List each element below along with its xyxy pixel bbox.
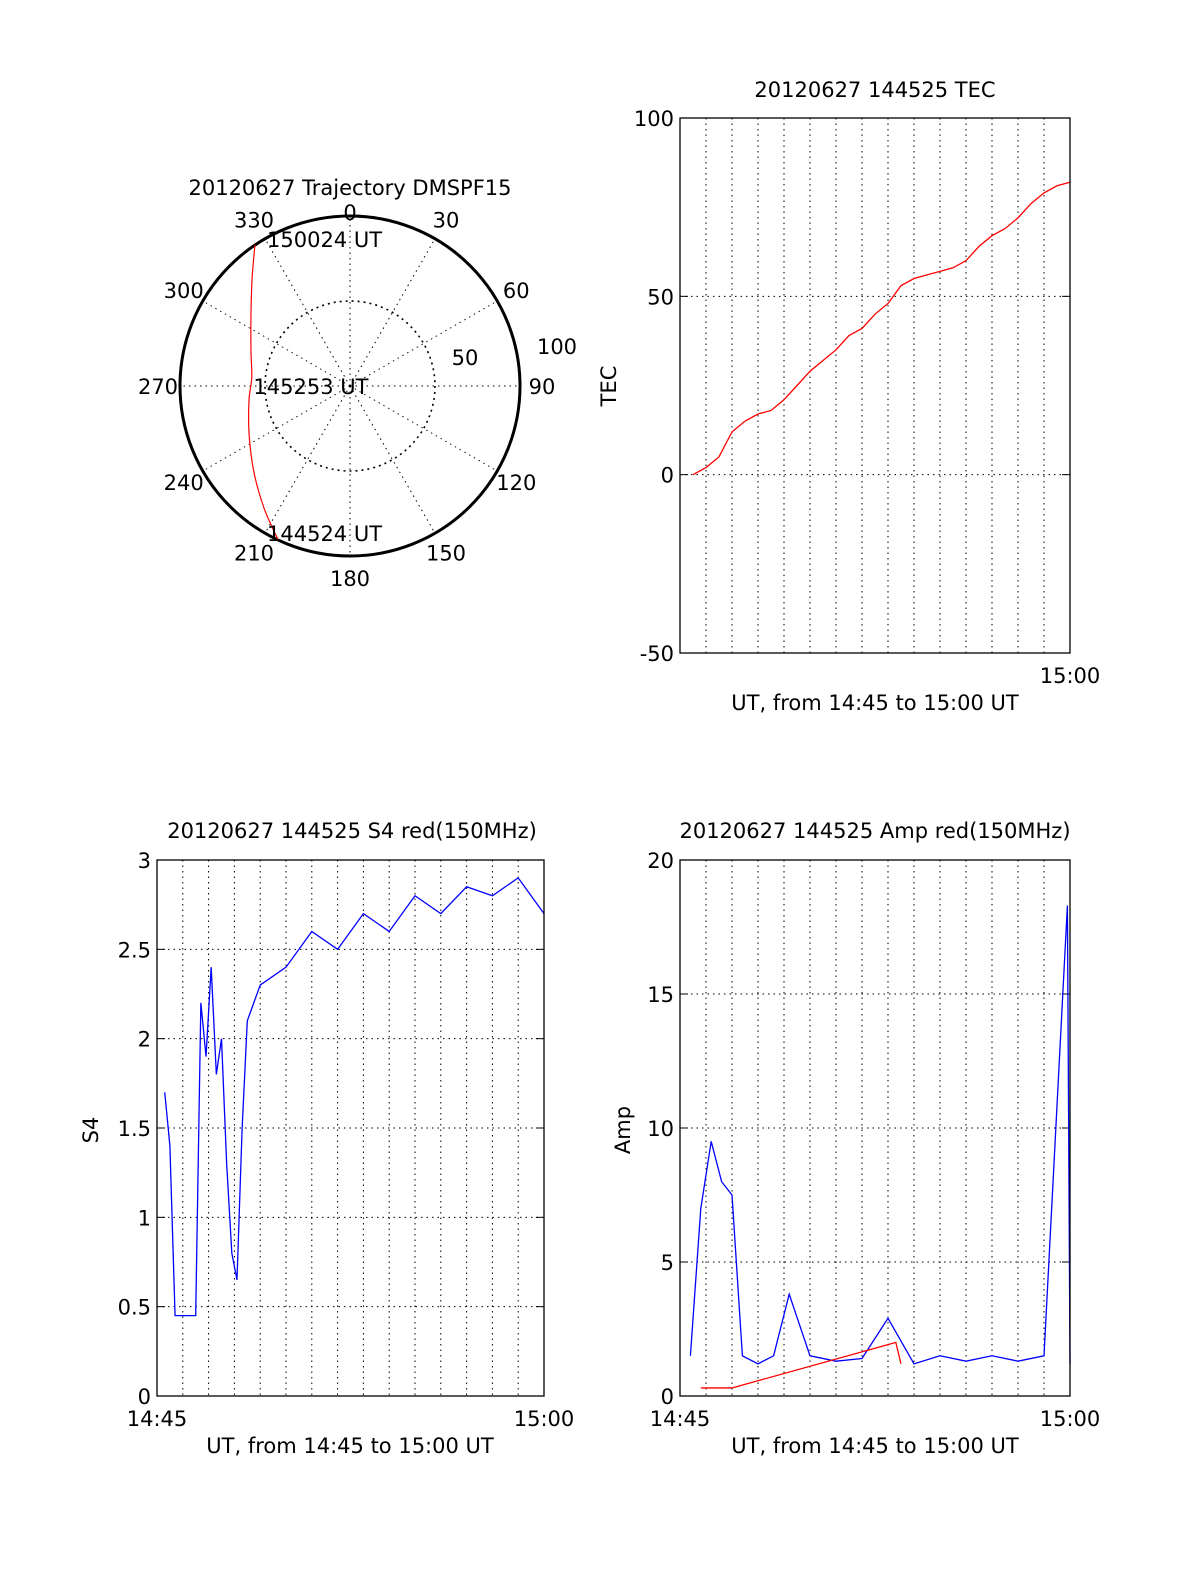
amp-ylabel: Amp <box>611 1106 635 1154</box>
series-line-blue <box>164 876 545 1317</box>
polar-angle-tick-label: 60 <box>503 279 530 303</box>
y-tick-label: 50 <box>647 285 674 309</box>
tec-tick-labels: -50 0 50 100 15:00 <box>634 107 1100 688</box>
y-tick-label: 2.5 <box>118 938 151 962</box>
polar-spoke <box>349 238 436 387</box>
polar-angle-tick-label: 240 <box>164 471 204 495</box>
trajectory-annotation: 145253 UT <box>253 375 368 399</box>
s4-plot-frame <box>156 859 545 1397</box>
polar-spoke <box>202 385 351 472</box>
polar-outer-circle <box>178 214 522 558</box>
s4-grid <box>157 859 544 1397</box>
y-tick-label: 0 <box>661 464 674 488</box>
polar-angle-tick-label: 210 <box>234 541 274 565</box>
x-tick-label: 14:45 <box>127 1407 188 1431</box>
polar-angle-tick-label: 330 <box>234 209 274 233</box>
amp-xlabel: UT, from 14:45 to 15:00 UT <box>731 1434 1019 1458</box>
trajectory-annotation: 150024 UT <box>267 228 382 252</box>
polar-spoke <box>349 385 498 472</box>
x-tick-label: 15:00 <box>1040 1407 1101 1431</box>
polar-angle-tick-label: 300 <box>164 279 204 303</box>
polar-angle-tick-label: 150 <box>426 541 466 565</box>
tec-grid <box>680 117 1070 654</box>
tec-series <box>692 181 1071 476</box>
series-line-red <box>700 1341 902 1389</box>
y-tick-label: 20 <box>647 849 674 873</box>
s4-series <box>164 876 545 1317</box>
x-tick-label: 15:00 <box>1040 664 1101 688</box>
polar-angle-tick-label: 120 <box>496 471 536 495</box>
amp-grid <box>680 859 1070 1397</box>
y-tick-label: 0.5 <box>118 1296 151 1320</box>
polar-spoke <box>349 385 436 534</box>
y-tick-label: 0 <box>138 1385 151 1409</box>
y-tick-label: -50 <box>640 642 674 666</box>
polar-grid <box>178 214 522 558</box>
trajectory-panel: 20120627 Trajectory DMSPF15 0 30 60 90 120 15… <box>138 176 577 591</box>
tec-panel: 20120627 144525 TEC TEC UT, from 14:45 t… <box>597 78 1100 715</box>
amp-title: 20120627 144525 Amp red(150MHz) <box>679 819 1070 843</box>
polar-spoke <box>202 300 351 387</box>
polar-angle-tick-label: 270 <box>138 375 178 399</box>
x-tick-label: 15:00 <box>514 1407 575 1431</box>
y-tick-label: 1 <box>138 1206 151 1230</box>
series-line-red <box>692 181 1071 476</box>
trajectory-line-group <box>247 245 279 541</box>
polar-angle-tick-label: 0 <box>343 201 356 225</box>
trajectory-annotation: 144524 UT <box>267 522 382 546</box>
y-tick-label: 100 <box>634 107 674 131</box>
polar-angle-tick-label: 30 <box>433 209 460 233</box>
polar-angle-tick-label: 90 <box>529 375 556 399</box>
trajectory-title: 20120627 Trajectory DMSPF15 <box>188 176 511 200</box>
amp-tick-labels: 0 5 10 15 20 14:45 15:00 <box>647 849 1100 1431</box>
amp-plot-frame <box>679 859 1071 1397</box>
tec-xlabel: UT, from 14:45 to 15:00 UT <box>731 691 1019 715</box>
y-tick-label: 2 <box>138 1028 151 1052</box>
trajectory-line <box>247 245 279 541</box>
s4-ylabel: S4 <box>79 1117 103 1144</box>
tec-ylabel: TEC <box>597 366 621 408</box>
y-tick-label: 15 <box>647 983 674 1007</box>
y-tick-label: 5 <box>661 1251 674 1275</box>
polar-radial-labels: 50 100 <box>452 335 577 370</box>
polar-spoke <box>349 300 498 387</box>
polar-radial-tick-label: 100 <box>537 335 577 359</box>
polar-inner-circle <box>264 300 436 472</box>
tec-title: 20120627 144525 TEC <box>754 78 995 102</box>
s4-panel: 20120627 144525 S4 red(150MHz) S4 UT, fr… <box>79 819 574 1458</box>
amp-panel: 20120627 144525 Amp red(150MHz) Amp UT, … <box>611 819 1100 1458</box>
y-tick-label: 1.5 <box>118 1117 151 1141</box>
polar-radial-tick-label: 50 <box>452 346 479 370</box>
tec-plot-frame <box>679 117 1071 654</box>
y-tick-label: 0 <box>661 1385 674 1409</box>
s4-title: 20120627 144525 S4 red(150MHz) <box>167 819 537 843</box>
x-tick-label: 14:45 <box>650 1407 711 1431</box>
amp-series <box>689 905 1071 1389</box>
trajectory-annotations: 150024 UT 145253 UT 144524 UT <box>253 228 382 546</box>
series-line-blue <box>689 905 1071 1365</box>
polar-angle-labels: 0 30 60 90 120 150 180 210 240 270 300 330 <box>138 201 555 591</box>
polar-angle-tick-label: 180 <box>330 567 370 591</box>
y-tick-label: 10 <box>647 1117 674 1141</box>
polar-spoke <box>264 238 351 387</box>
s4-tick-labels: 0 0.5 1 1.5 2 2.5 3 14:45 15:00 <box>118 849 575 1431</box>
polar-spoke <box>264 385 351 534</box>
s4-xlabel: UT, from 14:45 to 15:00 UT <box>206 1434 494 1458</box>
y-tick-label: 3 <box>138 849 151 873</box>
